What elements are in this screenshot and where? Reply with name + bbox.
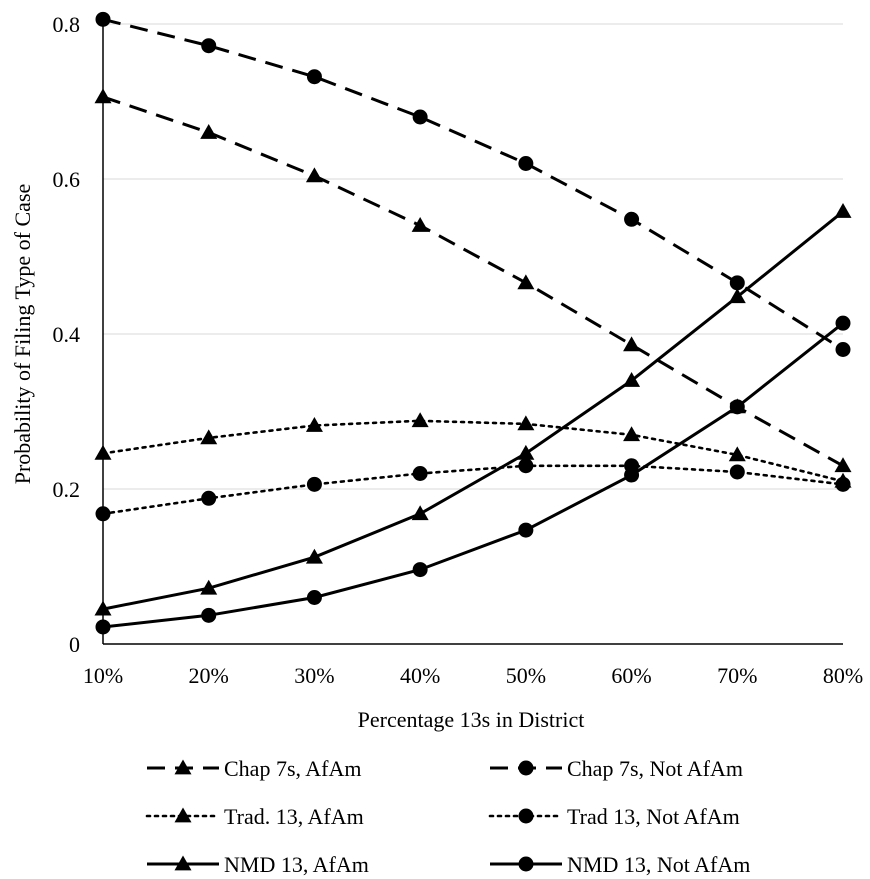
data-point-circle bbox=[95, 619, 111, 635]
legend: Chap 7s, AfAm Chap 7s, Not AfAm Trad. 13, … bbox=[145, 756, 750, 877]
data-point-triangle bbox=[834, 203, 852, 218]
legend-label: Trad 13, Not AfAm bbox=[567, 804, 740, 829]
data-point-circle bbox=[518, 156, 534, 171]
series-markers bbox=[94, 11, 852, 635]
data-point-circle bbox=[412, 109, 428, 125]
data-point-triangle bbox=[411, 217, 429, 232]
x-tick-label: 30% bbox=[294, 663, 334, 688]
data-point-triangle bbox=[94, 88, 112, 104]
data-point-circle bbox=[729, 399, 745, 415]
y-tick-label: 0.4 bbox=[53, 322, 81, 347]
data-point-circle bbox=[835, 476, 851, 492]
data-point-circle bbox=[518, 522, 534, 538]
series-line-2 bbox=[102, 17, 844, 351]
data-point-circle bbox=[729, 464, 745, 480]
data-point-triangle bbox=[94, 444, 112, 460]
data-point-circle bbox=[518, 458, 534, 474]
data-point-triangle bbox=[305, 416, 323, 432]
data-point-triangle bbox=[623, 372, 641, 387]
data-point-circle bbox=[306, 590, 322, 605]
data-point-triangle bbox=[305, 548, 323, 564]
data-point-circle bbox=[624, 211, 640, 227]
x-tick-label: 10% bbox=[83, 663, 123, 688]
x-tick-label: 70% bbox=[717, 663, 757, 688]
data-point-circle bbox=[95, 506, 111, 522]
legend-item: NMD 13, Not AfAm bbox=[490, 852, 750, 877]
data-point-triangle bbox=[623, 336, 641, 352]
legend-swatch-marker bbox=[518, 760, 534, 776]
data-point-triangle bbox=[411, 505, 429, 521]
data-point-triangle bbox=[728, 288, 746, 304]
legend-item: Trad 13, Not AfAm bbox=[488, 804, 740, 829]
y-axis-title: Probability of Filing Type of Case bbox=[10, 184, 35, 485]
series-lines bbox=[101, 17, 845, 629]
data-point-triangle bbox=[305, 167, 323, 183]
data-point-circle bbox=[201, 38, 217, 54]
x-tick-label: 50% bbox=[506, 663, 546, 688]
legend-swatch-marker bbox=[174, 855, 192, 871]
data-point-circle bbox=[624, 467, 640, 483]
data-point-circle bbox=[306, 476, 322, 492]
legend-label: Chap 7s, AfAm bbox=[224, 756, 362, 781]
data-point-triangle bbox=[200, 124, 218, 139]
data-point-circle bbox=[201, 607, 217, 623]
data-point-triangle bbox=[517, 274, 535, 290]
series-line-3 bbox=[101, 419, 845, 483]
x-tick-label: 80% bbox=[823, 663, 863, 688]
x-tick-label: 60% bbox=[611, 663, 651, 688]
data-point-triangle bbox=[200, 429, 218, 445]
data-point-triangle bbox=[728, 446, 746, 462]
legend-item: NMD 13, AfAm bbox=[147, 852, 369, 877]
legend-swatch-marker bbox=[518, 856, 534, 872]
data-point-triangle bbox=[517, 415, 535, 431]
data-point-circle bbox=[729, 275, 745, 291]
series-line-1 bbox=[102, 95, 844, 468]
data-point-triangle bbox=[94, 600, 112, 616]
x-tick-label: 20% bbox=[189, 663, 229, 688]
y-tick-label: 0.6 bbox=[53, 167, 81, 192]
data-point-circle bbox=[306, 69, 322, 85]
data-point-circle bbox=[835, 342, 851, 357]
data-point-circle bbox=[201, 490, 217, 506]
legend-item: Chap 7s, AfAm bbox=[147, 756, 362, 781]
legend-item: Trad. 13, AfAm bbox=[145, 804, 364, 829]
y-axis-ticks: 0 0.2 0.4 0.6 0.8 bbox=[53, 12, 81, 657]
gridlines bbox=[103, 23, 843, 490]
series-line-4 bbox=[101, 464, 845, 516]
data-point-triangle bbox=[411, 412, 429, 428]
data-point-circle bbox=[412, 466, 428, 481]
legend-swatch-marker bbox=[518, 808, 534, 824]
y-tick-label: 0.2 bbox=[53, 477, 81, 502]
data-point-circle bbox=[95, 11, 111, 27]
data-point-triangle bbox=[834, 457, 852, 473]
legend-item: Chap 7s, Not AfAm bbox=[490, 756, 743, 781]
legend-swatch-marker bbox=[174, 759, 192, 775]
data-point-triangle bbox=[623, 426, 641, 442]
y-tick-label: 0.8 bbox=[53, 12, 81, 37]
legend-swatch-marker bbox=[174, 807, 192, 823]
series-line-5 bbox=[102, 210, 844, 611]
y-tick-label: 0 bbox=[69, 632, 80, 657]
x-axis-title: Percentage 13s in District bbox=[358, 707, 585, 732]
data-point-triangle bbox=[200, 579, 218, 595]
legend-label: Trad. 13, AfAm bbox=[224, 804, 364, 829]
data-point-circle bbox=[835, 315, 851, 331]
x-axis-ticks: 10% 20% 30% 40% 50% 60% 70% 80% bbox=[83, 663, 863, 688]
legend-label: NMD 13, AfAm bbox=[224, 852, 369, 877]
legend-label: NMD 13, Not AfAm bbox=[567, 852, 750, 877]
series-line-6 bbox=[102, 322, 844, 629]
data-point-circle bbox=[412, 562, 428, 578]
data-point-triangle bbox=[517, 444, 535, 460]
legend-label: Chap 7s, Not AfAm bbox=[567, 756, 743, 781]
axes bbox=[102, 18, 843, 645]
x-tick-label: 40% bbox=[400, 663, 440, 688]
